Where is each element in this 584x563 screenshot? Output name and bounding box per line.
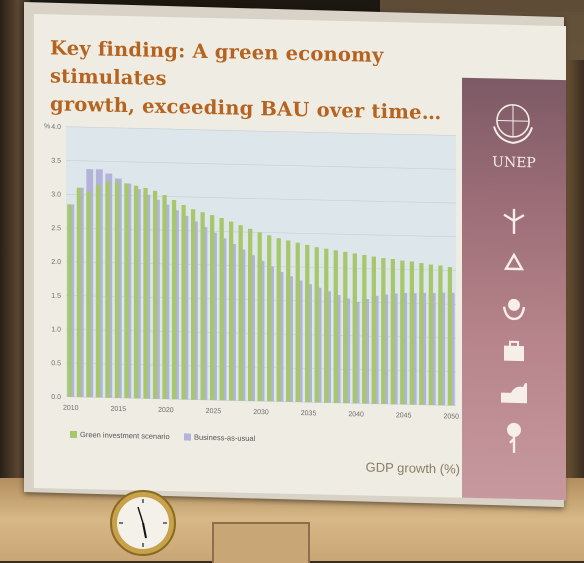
presentation-slide: Key finding: A green economy stimulates … [34, 14, 566, 501]
y-tick-label: 1.0 [51, 326, 61, 333]
legend-swatch-bau [184, 433, 191, 441]
bar-green-investment [86, 191, 91, 398]
bar-green-investment [267, 235, 272, 402]
bar-green-investment [362, 254, 367, 404]
y-tick-label: 0.0 [51, 394, 61, 401]
bar-green-investment [219, 217, 224, 401]
legend-label-bau: Business-as-usual [194, 433, 256, 443]
unep-sidebar: UNEP [462, 77, 566, 501]
y-tick-label: 1.5 [51, 293, 61, 300]
x-tick-label: 2040 [348, 411, 364, 418]
bar-green-investment [343, 251, 348, 404]
bar-green-investment [181, 204, 186, 400]
bar-green-investment [190, 209, 196, 400]
bar-green-investment [400, 260, 405, 405]
x-tick-label: 2015 [111, 406, 127, 413]
bar-green-investment [210, 215, 215, 401]
y-tick-label: 2.0 [51, 259, 61, 266]
bar-green-investment [447, 267, 453, 406]
gridline [66, 160, 456, 170]
bar-green-investment [152, 190, 158, 399]
legend-label-green: Green investment scenario [80, 430, 170, 441]
bar-green-investment [333, 250, 338, 403]
x-tick-label: 2035 [301, 410, 317, 417]
x-tick-label: 2045 [396, 412, 412, 419]
curtain-right [566, 60, 584, 480]
y-tick-label: 2.5 [51, 225, 61, 232]
bar-green-investment [238, 225, 243, 401]
wall-clock [110, 490, 176, 556]
bar-green-investment [438, 265, 443, 406]
bar-green-investment [286, 240, 291, 402]
windmill-icon [462, 206, 566, 240]
earth-hands-icon [462, 292, 566, 326]
bar-green-investment [371, 256, 376, 404]
bar-green-investment [419, 262, 424, 405]
y-tick-label: 4.0 [51, 124, 61, 131]
bar-green-investment [257, 232, 262, 402]
y-tick-label: 0.5 [51, 360, 61, 367]
bar-green-investment [390, 258, 395, 405]
x-tick-label: 2010 [63, 405, 79, 412]
bar-green-investment [324, 248, 329, 403]
bar-green-investment [248, 228, 253, 401]
bar-green-investment [124, 183, 129, 399]
lower-wall-panel [212, 522, 310, 563]
bar-green-investment [76, 187, 82, 398]
briefcase-icon [462, 336, 566, 370]
bar-green-investment [381, 258, 386, 404]
bar-green-investment [428, 264, 434, 406]
bar-green-investment [295, 242, 300, 403]
bar-green-investment [114, 181, 120, 398]
unep-logo-icon [493, 104, 533, 144]
bar-green-investment [409, 261, 415, 405]
bar-green-investment [171, 200, 177, 400]
bar-green-investment [133, 185, 139, 399]
gdp-growth-chart: 0.0 0.5 1.0 1.5 2.0 2.5 3.0 3.5 4.0% 2010 2015 2020… [44, 123, 460, 477]
bar-green-investment [200, 212, 205, 400]
bar-green-investment [229, 221, 234, 401]
factory-icon [462, 378, 566, 412]
unep-logo-text: UNEP [492, 154, 536, 172]
y-tick-label: 3.5 [51, 158, 61, 165]
bar-green-investment [162, 195, 167, 400]
y-axis-label: % [44, 123, 50, 130]
recycle-icon [462, 250, 566, 284]
bar-green-investment [276, 238, 281, 402]
bar-green-investment [67, 204, 72, 397]
bar-green-investment [314, 247, 319, 403]
x-tick-label: 2025 [206, 408, 222, 415]
bar-green-investment [352, 253, 357, 404]
x-tick-label: 2050 [443, 413, 459, 420]
x-tick-label: 2030 [253, 409, 269, 416]
gridline [66, 126, 456, 136]
x-tick-label: 2020 [158, 407, 174, 414]
bar-green-investment [105, 181, 110, 398]
tree-icon [462, 420, 566, 454]
bar-green-investment [95, 184, 101, 398]
bar-green-investment [305, 244, 310, 403]
legend-swatch-green [70, 430, 77, 438]
chart-caption: GDP growth (%) [366, 460, 460, 477]
bar-green-investment [143, 187, 148, 399]
y-tick-label: 3.0 [51, 191, 61, 198]
